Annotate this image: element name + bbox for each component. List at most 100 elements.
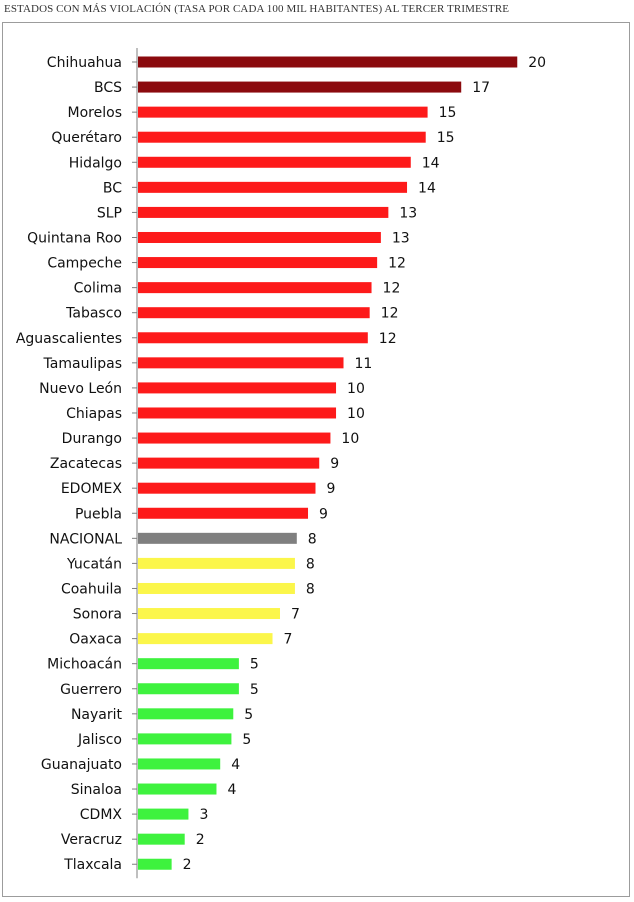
value-label: 2: [183, 857, 192, 873]
value-label: 14: [418, 180, 436, 196]
category-label: Chiapas: [66, 406, 122, 422]
category-label: Nayarit: [71, 707, 123, 723]
bar: [138, 608, 280, 620]
value-label: 12: [388, 256, 406, 272]
bar: [138, 758, 221, 770]
value-label: 5: [244, 707, 253, 723]
value-label: 5: [242, 732, 251, 748]
category-label: Oaxaca: [69, 632, 122, 648]
value-label: 5: [250, 657, 259, 673]
category-label: Quintana Roo: [27, 230, 122, 246]
category-label: Michoacán: [47, 657, 122, 673]
category-label: Chihuahua: [47, 55, 122, 71]
category-label: Tabasco: [65, 306, 122, 322]
bar: [138, 231, 381, 243]
category-label: Sinaloa: [71, 782, 122, 798]
value-label: 12: [381, 306, 399, 322]
value-label: 9: [319, 506, 328, 522]
category-label: BCS: [94, 80, 122, 96]
category-label: Zacatecas: [50, 456, 122, 472]
category-label: Veracruz: [61, 832, 122, 848]
value-label: 7: [291, 607, 300, 623]
category-label: EDOMEX: [61, 481, 123, 497]
bar: [138, 407, 337, 419]
bar: [138, 257, 378, 269]
category-label: Puebla: [75, 506, 122, 522]
value-label: 4: [231, 757, 240, 773]
bar: [138, 457, 320, 469]
bar: [138, 106, 428, 118]
category-label: Tamaulipas: [43, 356, 122, 372]
category-label: Coahuila: [61, 581, 122, 597]
value-label: 12: [379, 331, 397, 347]
value-label: 14: [422, 155, 440, 171]
bar: [138, 131, 426, 143]
value-label: 17: [472, 80, 490, 96]
category-label: Guerrero: [60, 682, 122, 698]
bar: [138, 683, 239, 695]
category-label: Tlaxcala: [63, 857, 122, 873]
value-label: 4: [227, 782, 236, 798]
value-label: 15: [439, 105, 457, 121]
bar: [138, 582, 295, 594]
category-label: BC: [103, 180, 122, 196]
category-label: Sonora: [73, 607, 122, 623]
value-label: 3: [199, 807, 208, 823]
category-label: Morelos: [68, 105, 122, 121]
value-label: 20: [528, 55, 546, 71]
value-label: 9: [330, 456, 339, 472]
category-label: NACIONAL: [49, 531, 122, 547]
value-label: 13: [392, 230, 410, 246]
bar: [138, 382, 337, 394]
category-label: Aguascalientes: [16, 331, 122, 347]
category-label: Hidalgo: [69, 155, 122, 171]
bar: [138, 532, 297, 544]
bar: [138, 307, 370, 319]
value-label: 10: [341, 431, 359, 447]
value-label: 10: [347, 381, 365, 397]
value-label: 11: [355, 356, 373, 372]
bar: [138, 282, 372, 294]
bar: [138, 633, 273, 645]
value-label: 13: [399, 205, 417, 221]
value-label: 2: [196, 832, 205, 848]
value-label: 10: [347, 406, 365, 422]
value-label: 8: [306, 556, 315, 572]
bar: [138, 708, 234, 720]
bar: [138, 557, 295, 569]
bar: [138, 56, 518, 68]
category-label: Colima: [74, 281, 122, 297]
category-label: CDMX: [80, 807, 123, 823]
category-label: SLP: [97, 205, 122, 221]
category-label: Jalisco: [77, 732, 122, 748]
bar: [138, 658, 239, 670]
bar: [138, 181, 408, 193]
bar: [138, 482, 316, 494]
value-label: 15: [437, 130, 455, 146]
bar: [138, 206, 389, 218]
value-label: 12: [383, 281, 401, 297]
value-label: 8: [306, 581, 315, 597]
bar: [138, 332, 368, 344]
bar: [138, 833, 185, 845]
value-label: 7: [284, 632, 293, 648]
category-label: Querétaro: [51, 130, 122, 146]
chart-title: ESTADOS CON MÁS VIOLACIÓN (TASA POR CADA…: [4, 3, 510, 15]
bar: [138, 808, 189, 820]
value-label: 5: [250, 682, 259, 698]
category-label: Guanajuato: [41, 757, 122, 773]
category-label: Yucatán: [66, 556, 122, 572]
category-label: Nuevo León: [39, 381, 122, 397]
chart-frame: [2, 22, 630, 897]
category-label: Campeche: [47, 256, 122, 272]
bar: [138, 432, 331, 444]
bar: [138, 733, 232, 745]
bar: [138, 156, 411, 168]
bar: [138, 357, 344, 369]
bar: [138, 81, 462, 93]
bar: [138, 507, 309, 519]
value-label: 9: [326, 481, 335, 497]
bar: [138, 858, 172, 870]
value-label: 8: [308, 531, 317, 547]
